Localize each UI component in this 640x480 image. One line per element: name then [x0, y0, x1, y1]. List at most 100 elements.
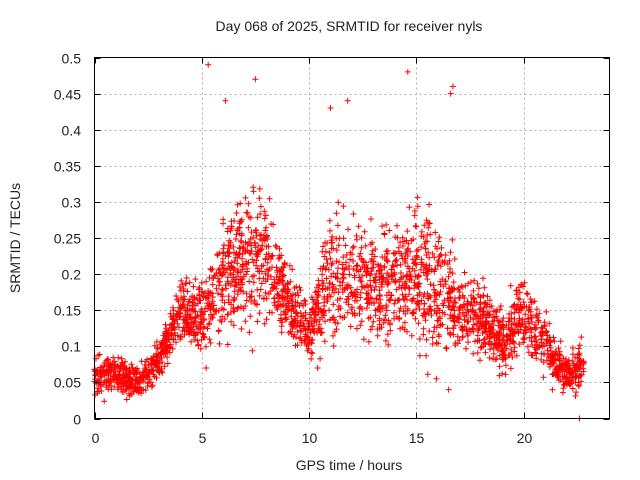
data-point	[427, 281, 434, 288]
data-point	[516, 296, 523, 303]
data-point	[412, 222, 419, 229]
data-point	[218, 291, 225, 298]
data-point	[393, 286, 400, 293]
data-point	[436, 333, 442, 340]
y-tick-label: 0.5	[62, 51, 82, 67]
data-point	[281, 294, 288, 301]
data-point	[379, 254, 386, 260]
data-point	[216, 278, 223, 285]
data-point	[107, 377, 114, 384]
y-tick-label: 0.1	[62, 339, 82, 355]
data-point	[230, 267, 237, 274]
data-point	[101, 398, 108, 405]
data-point	[267, 273, 274, 280]
data-point	[301, 297, 308, 304]
data-point	[249, 273, 256, 280]
data-point	[354, 286, 361, 293]
data-point	[357, 266, 364, 273]
data-point	[192, 302, 198, 309]
data-point	[474, 280, 481, 287]
data-point	[105, 361, 112, 368]
data-point	[426, 328, 433, 335]
data-point	[326, 249, 333, 256]
data-point	[454, 315, 461, 322]
data-point	[373, 270, 380, 277]
data-point	[439, 309, 446, 316]
data-point	[435, 340, 442, 347]
data-point	[215, 328, 222, 335]
data-point	[228, 218, 235, 225]
data-point	[278, 267, 285, 274]
data-point	[203, 343, 209, 350]
data-point	[220, 216, 227, 223]
data-point	[201, 334, 208, 341]
data-point	[292, 342, 299, 349]
data-point	[290, 333, 297, 340]
data-point	[303, 317, 310, 324]
data-point	[242, 318, 249, 325]
data-point	[349, 304, 355, 311]
data-point	[429, 250, 436, 257]
data-point	[511, 344, 518, 351]
data-point	[376, 292, 383, 298]
data-point	[508, 315, 515, 322]
data-point	[271, 295, 278, 302]
data-point	[236, 230, 243, 237]
data-point	[232, 282, 239, 289]
data-point	[402, 310, 409, 317]
data-point	[247, 235, 254, 242]
data-point	[199, 330, 206, 337]
data-point	[358, 318, 365, 325]
data-point	[418, 228, 425, 235]
data-point	[176, 304, 183, 311]
data-point	[177, 310, 184, 317]
data-point	[467, 279, 474, 286]
data-point	[234, 305, 241, 312]
data-point	[560, 389, 566, 396]
data-point	[193, 323, 200, 330]
data-point	[437, 281, 444, 288]
data-point	[236, 220, 243, 227]
data-point	[234, 201, 241, 208]
data-point	[353, 325, 360, 332]
data-point	[219, 250, 226, 257]
data-point	[533, 311, 540, 318]
data-point	[401, 319, 408, 326]
data-point	[285, 300, 292, 307]
data-point	[262, 212, 269, 219]
data-point	[463, 326, 470, 332]
data-point	[279, 278, 286, 285]
data-point	[337, 295, 344, 302]
data-point	[424, 290, 431, 297]
data-point	[228, 318, 234, 325]
data-point	[376, 315, 383, 322]
data-point	[340, 235, 347, 242]
x-tick-label: 10	[302, 430, 318, 446]
data-point	[445, 304, 452, 311]
data-point	[321, 253, 328, 260]
data-point	[314, 365, 321, 371]
data-point	[104, 356, 111, 363]
data-point	[490, 314, 497, 321]
data-point	[450, 304, 457, 310]
data-point	[397, 239, 404, 246]
data-point	[368, 216, 374, 222]
data-point	[360, 258, 367, 265]
data-point	[306, 311, 313, 318]
data-point	[205, 295, 212, 302]
data-point	[431, 254, 438, 261]
data-point	[418, 297, 425, 304]
data-point	[247, 214, 254, 221]
data-point	[323, 265, 330, 271]
data-point	[308, 349, 315, 356]
data-point	[566, 370, 573, 377]
data-point	[262, 270, 269, 277]
data-point	[533, 355, 540, 362]
data-point	[434, 245, 440, 252]
data-point	[384, 258, 391, 265]
data-point	[414, 282, 421, 289]
x-tick-label: 0	[92, 430, 100, 446]
data-point	[265, 267, 272, 274]
data-point	[432, 229, 439, 236]
data-point	[392, 279, 399, 286]
